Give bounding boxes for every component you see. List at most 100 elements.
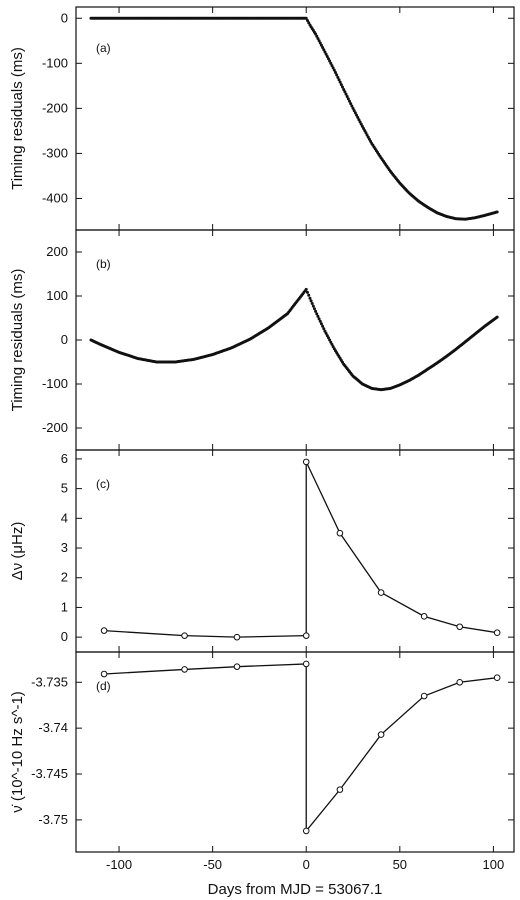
data-point [325,55,329,59]
data-point [339,83,343,87]
data-point [349,102,353,106]
y-tick-label: 5 [61,481,68,496]
panel-frame [75,449,515,653]
data-point [340,85,344,89]
x-tick-label: -50 [203,857,222,872]
data-point [357,118,361,122]
data-point [350,104,354,108]
y-tick-label: 3 [61,540,68,555]
data-point [321,324,325,328]
data-marker [233,633,241,641]
data-marker [420,613,428,620]
data-point [333,70,337,74]
panel-frame [75,229,515,451]
y-axis-label: Timing residuals (ms) [9,269,26,412]
data-point [314,32,318,36]
data-point [307,21,311,25]
data-point [330,64,334,68]
data-point [331,66,335,70]
data-point [352,109,356,113]
y-axis-label: ν̇ (10^-10 Hz s^-1) [9,691,26,813]
y-tick-label: -400 [42,190,68,205]
data-point [336,75,340,79]
panel-2: 200 100 0 -100 -200 (b) Timing residuals (ms) [9,229,515,451]
data-point [338,80,342,84]
data-marker [181,632,188,639]
data-point [307,293,311,297]
data-point [315,34,319,38]
y-tick-label: 2 [61,570,68,585]
data-point [326,57,330,61]
data-marker [181,666,188,673]
x-tick-label: 0 [303,857,310,872]
data-marker [456,623,464,631]
data-point [355,113,359,117]
data-point [317,39,321,43]
panel-tag: (d) [96,679,111,693]
data-point [356,115,360,119]
data-marker [377,589,385,596]
panel-frame [75,6,515,231]
data-marker [336,786,344,793]
panel-4: -3.735 -3.74 -3.745 -3.75 -100 -50 0 50 100 (d) ν̇… [9,651,515,872]
data-point [495,315,499,319]
data-point [328,59,332,63]
data-marker [302,458,310,466]
panel-frame [75,651,515,853]
data-point [319,43,323,47]
data-point [318,319,322,323]
data-point [330,342,334,346]
data-marker [456,678,464,686]
data-point [335,73,339,77]
data-point [304,287,308,291]
series-line [104,461,498,638]
data-marker [233,663,241,670]
data-point [329,340,333,344]
data-point [337,78,341,82]
data-point [328,338,332,342]
data-point [314,309,318,313]
y-tick-label: -300 [42,145,68,160]
y-tick-label: -200 [42,100,68,115]
y-tick-label: -3.74 [38,720,68,735]
data-marker [302,632,310,639]
y-tick-label: 200 [46,244,68,259]
data-point [305,290,309,294]
data-point [342,87,346,91]
panel-1: 0 -100 -200 -300 -400 (a) Timing residuals (ms… [9,6,515,231]
data-marker [302,660,310,668]
data-point [343,90,347,94]
data-point [495,210,499,214]
panels-group: 0 -100 -200 -300 -400 (a) Timing residuals (ms… [9,6,515,872]
data-point [348,99,352,103]
y-tick-label: 0 [61,10,68,25]
y-tick-label: 100 [46,288,68,303]
y-tick-label: 0 [61,332,68,347]
data-point [316,314,320,318]
data-point [325,334,329,338]
x-tick-label: -100 [106,857,132,872]
y-tick-label: 6 [61,451,68,466]
data-point [353,111,357,115]
data-point [329,61,333,65]
data-point [305,19,309,23]
data-point [351,106,355,110]
data-point [324,331,328,335]
panel-tag: (c) [96,477,110,491]
data-marker [336,529,344,537]
data-marker [100,670,108,678]
data-marker [100,627,108,634]
data-point [311,304,315,308]
data-point [324,52,328,56]
data-point [322,48,326,52]
data-point [331,345,335,349]
panel-tag: (b) [96,257,111,271]
y-tick-label: -3.745 [31,766,68,781]
y-tick-label: -100 [42,376,68,391]
y-axis-label: Timing residuals (ms) [9,47,26,190]
data-point [312,307,316,311]
data-point [318,41,322,45]
y-tick-label: 1 [61,599,68,614]
data-point [309,299,313,303]
